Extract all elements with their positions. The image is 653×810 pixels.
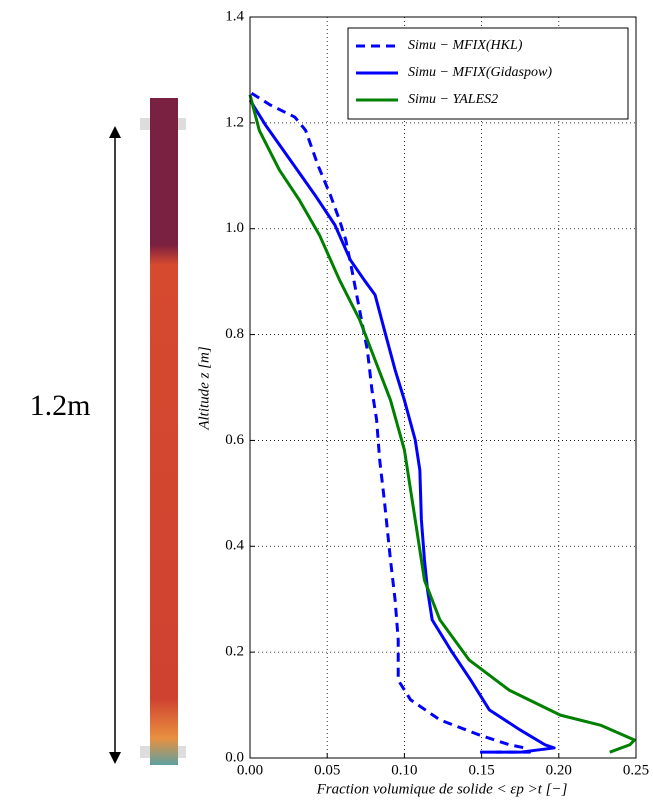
y-axis-label: Altitude z [m] <box>196 346 212 430</box>
legend-label: Simu − MFIX(HKL) <box>408 38 523 53</box>
y-tick-label: 1.0 <box>225 220 244 236</box>
x-tick-label: 0.20 <box>546 762 572 778</box>
axes-frame <box>249 16 637 759</box>
y-tick-label: 1.4 <box>225 8 244 24</box>
column-image <box>109 98 186 765</box>
y-tick-label: 0.0 <box>225 749 244 765</box>
legend-label: Simu − MFIX(Gidaspow) <box>408 65 552 80</box>
x-tick-label: 0.00 <box>237 762 263 778</box>
y-tick-label: 0.4 <box>225 538 244 554</box>
x-tick-label: 0.15 <box>468 762 494 778</box>
x-axis-label: Fraction volumique de solide < εp >t [−] <box>316 781 568 797</box>
x-tick-label: 0.05 <box>314 762 340 778</box>
plot-area: 0.00 0.05 0.10 0.15 0.20 0.25 0.0 0.2 0.4 0.6 0.8 1… <box>225 8 649 778</box>
x-tick-label: 0.10 <box>391 762 417 778</box>
series-line <box>248 94 636 754</box>
y-tick-label: 0.8 <box>225 326 244 342</box>
annotation: 1.2m <box>30 389 91 422</box>
series-line <box>250 91 531 754</box>
y-tick-label: 0.6 <box>225 432 244 448</box>
legend-label: Simu − YALES2 <box>408 92 498 107</box>
series-line <box>248 99 556 754</box>
x-tick-label: 0.25 <box>623 762 649 778</box>
y-tick-label: 1.2 <box>225 114 244 130</box>
y-tick-label: 0.2 <box>225 644 244 660</box>
